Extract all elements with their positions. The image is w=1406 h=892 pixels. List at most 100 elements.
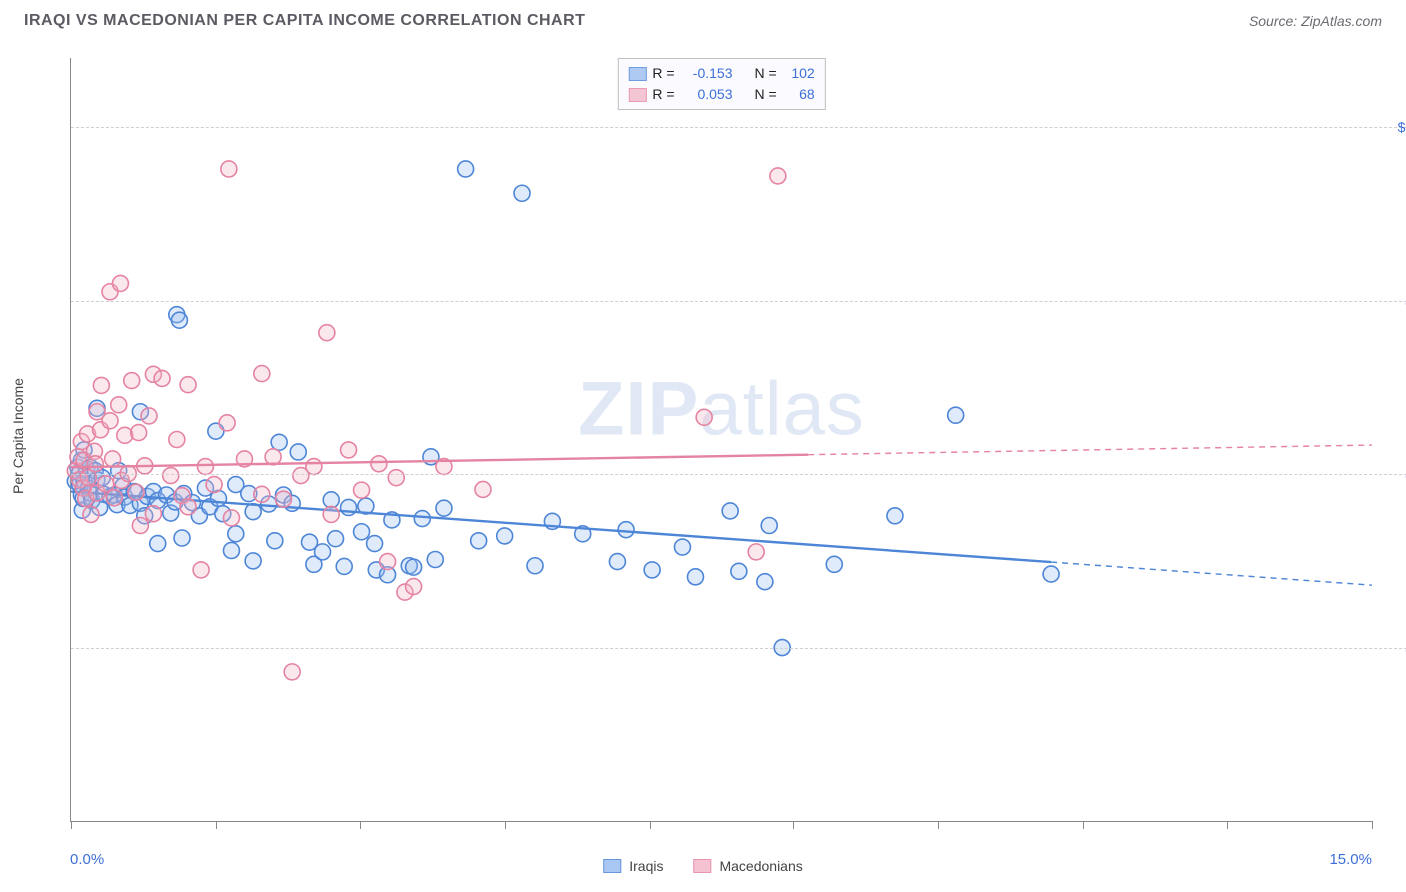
data-point <box>87 456 103 472</box>
data-point <box>124 373 140 389</box>
x-tick <box>793 821 794 829</box>
y-tick-label: $25,000 <box>1380 640 1406 656</box>
data-point <box>722 503 738 519</box>
series-legend: Iraqis Macedonians <box>603 858 803 874</box>
data-point <box>514 185 530 201</box>
data-point <box>497 528 513 544</box>
data-point <box>328 531 344 547</box>
data-point <box>145 506 161 522</box>
data-point <box>180 499 196 515</box>
data-point <box>163 468 179 484</box>
x-tick <box>1083 821 1084 829</box>
data-point <box>93 377 109 393</box>
data-point <box>271 434 287 450</box>
data-point <box>770 168 786 184</box>
legend-label: Macedonians <box>719 858 802 874</box>
y-tick-label: $50,000 <box>1380 466 1406 482</box>
x-tick <box>650 821 651 829</box>
gridline <box>71 474 1406 475</box>
data-point <box>475 481 491 497</box>
data-point <box>687 569 703 585</box>
data-point <box>731 563 747 579</box>
data-point <box>132 518 148 534</box>
data-point <box>221 161 237 177</box>
r-stat: R = -0.153 <box>652 63 732 84</box>
plot-area: ZIPatlas R = -0.153N = 102R = 0.053N = 6… <box>70 58 1372 822</box>
data-point <box>948 407 964 423</box>
x-tick <box>1227 821 1228 829</box>
x-tick <box>216 821 217 829</box>
legend-item: Iraqis <box>603 858 663 874</box>
data-point <box>174 530 190 546</box>
data-point <box>128 484 144 500</box>
data-point <box>223 510 239 526</box>
data-point <box>826 556 842 572</box>
data-point <box>267 533 283 549</box>
data-point <box>106 490 122 506</box>
data-point <box>367 536 383 552</box>
data-point <box>323 492 339 508</box>
data-point <box>102 413 118 429</box>
data-point <box>609 554 625 570</box>
legend-swatch <box>628 88 646 102</box>
source-label: Source: ZipAtlas.com <box>1249 13 1382 29</box>
data-point <box>154 370 170 386</box>
n-stat: N = 68 <box>755 84 815 105</box>
x-axis-min-label: 0.0% <box>70 851 104 868</box>
x-tick <box>71 821 72 829</box>
data-point <box>265 449 281 465</box>
data-point <box>131 425 147 441</box>
data-point <box>98 476 114 492</box>
data-point <box>388 470 404 486</box>
stats-legend: R = -0.153N = 102R = 0.053N = 68 <box>617 58 825 110</box>
legend-swatch <box>628 67 646 81</box>
data-point <box>406 559 422 575</box>
data-point <box>354 482 370 498</box>
data-point <box>414 511 430 527</box>
data-point <box>406 579 422 595</box>
data-point <box>323 506 339 522</box>
trendline <box>71 492 1051 563</box>
data-point <box>380 554 396 570</box>
chart-title: IRAQI VS MACEDONIAN PER CAPITA INCOME CO… <box>24 12 585 30</box>
data-point <box>319 325 335 341</box>
y-axis-label: Per Capita Income <box>10 378 26 494</box>
data-point <box>458 161 474 177</box>
data-point <box>290 444 306 460</box>
chart-container: Per Capita Income ZIPatlas R = -0.153N =… <box>24 40 1382 832</box>
data-point <box>197 459 213 475</box>
data-point <box>315 544 331 560</box>
x-axis-max-label: 15.0% <box>1329 851 1372 868</box>
y-tick-label: $75,000 <box>1380 293 1406 309</box>
legend-swatch <box>603 859 621 873</box>
data-point <box>887 508 903 524</box>
x-tick <box>938 821 939 829</box>
gridline <box>71 648 1406 649</box>
data-point <box>471 533 487 549</box>
gridline <box>71 127 1406 128</box>
plot-svg <box>71 58 1372 821</box>
data-point <box>169 432 185 448</box>
data-point <box>112 275 128 291</box>
data-point <box>1043 566 1059 582</box>
x-tick <box>1372 821 1373 829</box>
data-point <box>193 562 209 578</box>
data-point <box>341 442 357 458</box>
data-point <box>254 366 270 382</box>
data-point <box>674 539 690 555</box>
data-point <box>748 544 764 560</box>
x-tick <box>505 821 506 829</box>
data-point <box>228 526 244 542</box>
x-tick <box>360 821 361 829</box>
data-point <box>83 506 99 522</box>
trendline-dashed <box>1051 562 1372 585</box>
data-point <box>371 456 387 472</box>
data-point <box>436 500 452 516</box>
data-point <box>105 451 121 467</box>
trendline-dashed <box>808 445 1372 455</box>
data-point <box>206 477 222 493</box>
data-point <box>275 491 291 507</box>
r-stat: R = 0.053 <box>652 84 732 105</box>
data-point <box>757 574 773 590</box>
data-point <box>284 664 300 680</box>
